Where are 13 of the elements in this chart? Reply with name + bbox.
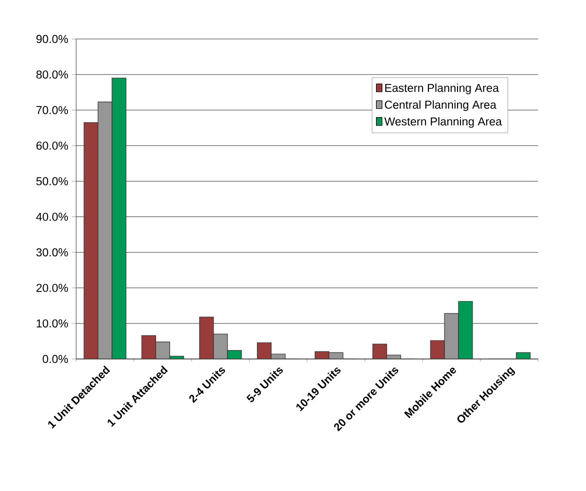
legend-label: Eastern Planning Area [385, 84, 499, 94]
y-tick-label: 80.0% [36, 70, 68, 79]
y-tick-label: 30.0% [36, 248, 68, 256]
y-tick-label: 10.0% [36, 319, 68, 328]
y-tick-label: 0.0% [42, 354, 68, 364]
y-tick-label: 40.0% [36, 212, 68, 221]
y-tick-label: 50.0% [36, 177, 68, 186]
y-tick-label: 70.0% [36, 106, 68, 114]
y-tick-label: 20.0% [36, 284, 68, 292]
y-tick-label: 90.0% [36, 34, 68, 44]
legend-label: Central Planning Area [384, 100, 496, 112]
y-tick-label: 60.0% [36, 142, 68, 150]
legend-label: Western Planning Area [384, 117, 502, 128]
